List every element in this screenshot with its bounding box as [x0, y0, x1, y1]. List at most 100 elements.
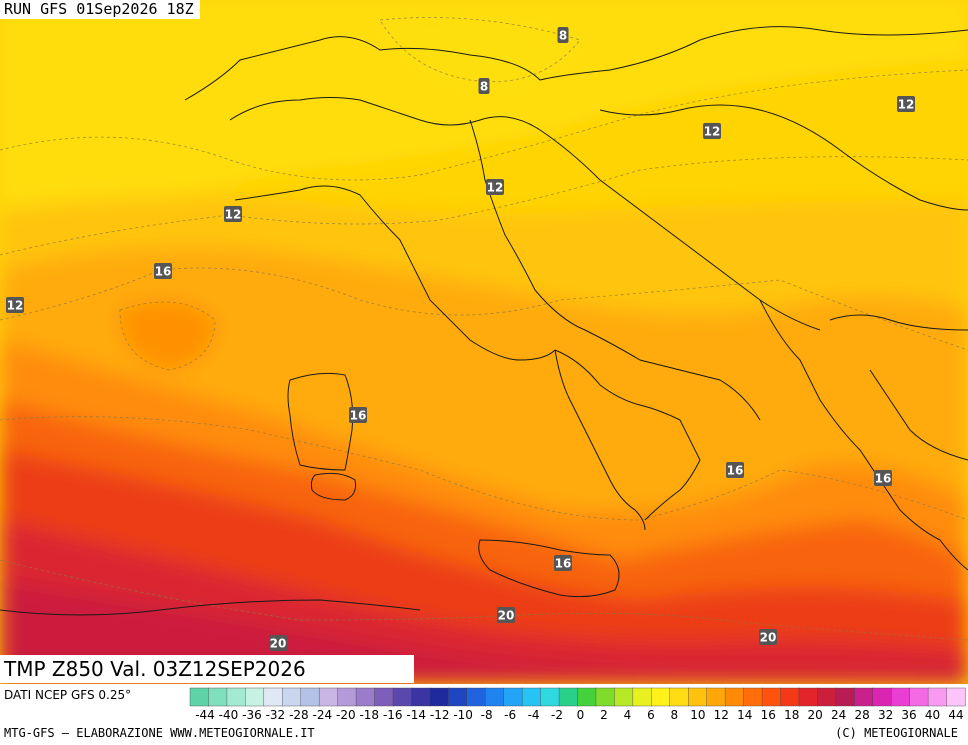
isotherm-label: 20: [497, 607, 515, 623]
legend-swatch: [688, 687, 708, 707]
footer-copyright: (C) METEOGIORNALE: [835, 726, 958, 740]
svg-text:12: 12: [704, 125, 721, 139]
isotherm-label: 12: [897, 96, 915, 112]
legend-swatch: [189, 687, 210, 707]
legend-swatch: [337, 687, 357, 707]
legend-tick-label: -8: [481, 708, 493, 722]
svg-text:16: 16: [155, 265, 172, 279]
svg-text:20: 20: [270, 637, 287, 651]
isotherm-label: 12: [486, 179, 504, 195]
svg-text:16: 16: [875, 472, 892, 486]
legend-tick-label: 12: [714, 708, 729, 722]
legend-tick-label: -36: [242, 708, 262, 722]
svg-text:12: 12: [225, 208, 242, 222]
legend-tick-label: 32: [878, 708, 893, 722]
isotherm-lines: [0, 17, 968, 641]
legend-swatch: [208, 687, 228, 707]
legend-tick-label: 36: [901, 708, 916, 722]
svg-text:8: 8: [559, 29, 567, 43]
isotherm-label: 20: [759, 629, 777, 645]
isotherm-label: 12: [703, 123, 721, 139]
run-label: RUN GFS 01Sep2026 18Z: [0, 0, 200, 19]
legend-tick-label: 4: [624, 708, 632, 722]
legend-swatch: [632, 687, 653, 707]
svg-text:20: 20: [498, 609, 515, 623]
svg-text:12: 12: [487, 181, 504, 195]
legend-tick-label: 8: [671, 708, 679, 722]
legend-swatch: [946, 687, 966, 707]
legend-tick-label: 0: [577, 708, 585, 722]
legend-swatch: [669, 687, 689, 707]
isotherm-label: 20: [269, 635, 287, 651]
legend-swatch: [485, 687, 505, 707]
legend-swatch: [761, 687, 782, 707]
legend-tick-label: 2: [600, 708, 608, 722]
footer-credit: MTG-GFS – ELABORAZIONE WWW.METEOGIORNALE…: [4, 726, 315, 740]
legend-tick-label: 24: [831, 708, 846, 722]
isotherm-label: 8: [557, 27, 569, 43]
legend-swatch: [540, 687, 560, 707]
temperature-map: 8 8 12 12 12 12 16 12 16 16 16 16 20 20 20: [0, 0, 968, 684]
legend-swatch: [429, 687, 450, 707]
legend-swatches: [189, 687, 966, 707]
legend-swatch: [595, 687, 616, 707]
legend-swatch: [577, 687, 597, 707]
isotherm-label: 8: [478, 78, 490, 94]
legend-swatch: [927, 687, 948, 707]
legend-swatch: [724, 687, 745, 707]
legend-swatch: [743, 687, 763, 707]
isotherm-label: 16: [349, 407, 367, 423]
color-scale-legend: -44 -40 -36 -32 -28 -24 -20 -18 -16 -14 -12 -10 -8 -6…: [189, 687, 966, 722]
isotherm-label: 12: [6, 297, 24, 313]
legend-tick-label: -14: [406, 708, 426, 722]
svg-text:8: 8: [480, 80, 488, 94]
legend-tick-label: -12: [430, 708, 450, 722]
legend-swatch: [466, 687, 486, 707]
legend-swatch: [651, 687, 671, 707]
legend-tick-label: -4: [528, 708, 540, 722]
legend-tick-label: -16: [383, 708, 403, 722]
legend-swatch: [614, 687, 634, 707]
legend-tick-label: -44: [195, 708, 215, 722]
legend-swatch: [282, 687, 302, 707]
isotherm-label: 16: [726, 462, 744, 478]
legend-swatch: [780, 687, 800, 707]
legend-swatch: [263, 687, 283, 707]
svg-text:16: 16: [555, 557, 572, 571]
legend-tick-label: -18: [359, 708, 379, 722]
legend-tick-label: -40: [219, 708, 239, 722]
legend-tick-label: 44: [948, 708, 963, 722]
legend-swatch: [503, 687, 523, 707]
legend-swatch: [245, 687, 265, 707]
legend-tick-labels: -44 -40 -36 -32 -28 -24 -20 -18 -16 -14 -12 -10 -8 -6…: [195, 708, 963, 722]
legend-tick-label: -28: [289, 708, 309, 722]
svg-text:12: 12: [7, 299, 24, 313]
legend-swatch: [817, 687, 837, 707]
legend-tick-label: -20: [336, 708, 356, 722]
svg-text:16: 16: [727, 464, 744, 478]
legend-swatch: [890, 687, 911, 707]
legend-swatch: [392, 687, 413, 707]
legend-swatch: [448, 687, 468, 707]
legend-tick-label: 28: [854, 708, 869, 722]
legend-swatch: [374, 687, 394, 707]
data-source: DATI NCEP GFS 0.25°: [4, 688, 132, 702]
legend-tick-label: -24: [313, 708, 333, 722]
legend-tick-label: 18: [784, 708, 799, 722]
legend-swatch: [355, 687, 376, 707]
legend-tick-label: 40: [925, 708, 940, 722]
isotherm-label: 16: [554, 555, 572, 571]
map-title: TMP Z850 Val. 03Z12SEP2026: [0, 655, 414, 683]
legend-swatch: [226, 687, 247, 707]
isotherm-label: 12: [224, 206, 242, 222]
legend-swatch: [835, 687, 855, 707]
coastlines-and-borders: [0, 26, 968, 616]
isotherm-label: 16: [154, 263, 172, 279]
legend-swatch: [558, 687, 579, 707]
legend-swatch: [872, 687, 892, 707]
legend-tick-label: -6: [504, 708, 516, 722]
legend-tick-label: -2: [551, 708, 563, 722]
legend-tick-label: -32: [266, 708, 286, 722]
legend-tick-label: 16: [761, 708, 776, 722]
svg-text:12: 12: [898, 98, 915, 112]
